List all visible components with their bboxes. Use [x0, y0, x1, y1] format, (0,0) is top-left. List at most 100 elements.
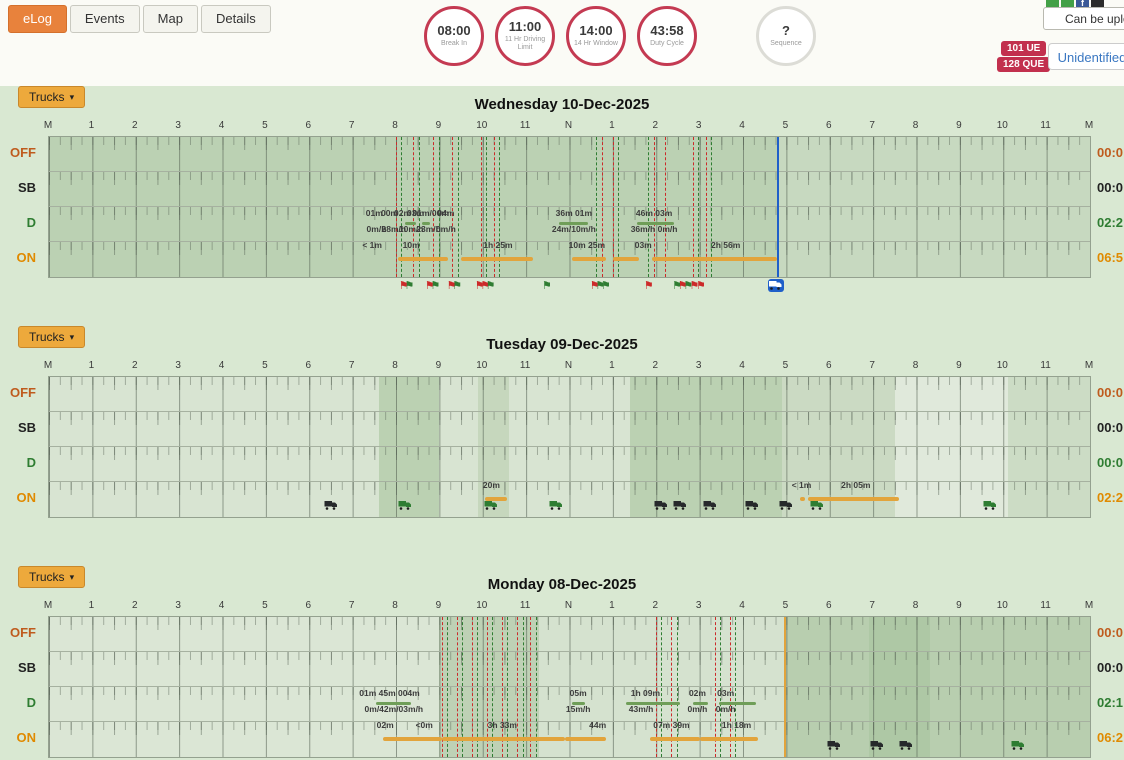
trucks-dropdown[interactable]: Trucks ▾ [18, 86, 86, 108]
event-flag-icon[interactable]: ⚑ [480, 280, 491, 292]
hour-label: M [1084, 600, 1094, 611]
event-boundary-line [664, 137, 666, 277]
truck-event-icon[interactable] [1011, 741, 1025, 750]
duty-status-bar [651, 257, 777, 261]
hour-label: 8 [912, 120, 919, 131]
can-be-upload-button[interactable]: Can be upload [1043, 7, 1124, 30]
truck-event-icon[interactable] [484, 501, 498, 510]
event-flag-icon[interactable]: ⚑ [424, 280, 435, 292]
facebook-icon[interactable]: f [1076, 0, 1089, 9]
truck-event-icon[interactable] [983, 501, 997, 510]
hour-label: 8 [912, 360, 919, 371]
hour-label: 2 [131, 120, 138, 131]
truck-event-icon[interactable] [810, 501, 823, 510]
event-boundary-line [654, 137, 656, 277]
trucks-dropdown[interactable]: Trucks ▾ [18, 326, 86, 348]
trucks-dropdown-label: Trucks [29, 570, 65, 584]
duty-status-bar [636, 222, 675, 225]
duty-total-value: 02:2 [1097, 215, 1124, 230]
duty-row-label: SB [17, 420, 36, 435]
duty-total-value: 06:5 [1097, 250, 1124, 265]
hour-label: 3 [695, 600, 702, 611]
log-grid[interactable]: 20m < 1m 2h 05m [48, 376, 1091, 518]
day-log-wednesday: Trucks ▾ Wednesday 10-Dec-2025 M 1 2 3 4 5 6 7 8… [0, 86, 1124, 326]
log-grid[interactable]: 01m 00m 02m 03m 01m/00m 04m 36m 01m 46m 03m 0m/h… [48, 136, 1091, 278]
hour-label: M [1084, 120, 1094, 131]
hour-label: N [564, 120, 573, 131]
truck-event-icon[interactable] [703, 501, 717, 510]
grid-overlay: 01m 00m 02m 03m 01m/00m 04m 36m 01m 46m 03m 0m/h… [49, 137, 1090, 277]
event-flag-icon[interactable]: ⚑ [595, 280, 606, 292]
event-pin-strip [48, 518, 1089, 538]
current-vehicle-icon[interactable] [767, 279, 784, 292]
truck-event-icon[interactable] [870, 741, 884, 750]
grid-row [49, 412, 1090, 447]
duration-annotation: 07m 39m [653, 720, 690, 730]
event-flag-icon[interactable]: ⚑ [677, 280, 688, 292]
event-flag-icon[interactable]: ⚑ [404, 280, 415, 292]
duty-status-bar [422, 222, 430, 225]
unidentified-link[interactable]: Unidentified [1048, 43, 1124, 70]
event-flag-icon[interactable]: ⚑ [672, 280, 682, 292]
duty-total-value: 02:2 [1097, 490, 1124, 505]
truck-event-icon[interactable] [654, 501, 667, 510]
duration-annotation: <0m [415, 720, 433, 730]
truck-event-icon[interactable] [899, 741, 912, 750]
event-boundary-line [396, 137, 397, 277]
grid-rows [49, 617, 1090, 757]
log-grid[interactable]: 01m 45m 004m 05m 1h 09m 02m 03m 0m/42m/03m/h 1… [48, 616, 1091, 758]
grid-overlay: 20m < 1m 2h 05m [49, 377, 1090, 517]
event-flag-icon[interactable]: ⚑ [430, 280, 441, 292]
duration-annotation: 2h 05m [841, 480, 871, 490]
event-flag-icon[interactable]: ⚑ [683, 280, 694, 292]
hour-label: 11 [1040, 360, 1051, 371]
duration-annotation: 03m [717, 688, 735, 698]
truck-event-icon[interactable] [673, 501, 687, 510]
event-flag-icon[interactable]: ⚑ [600, 280, 611, 292]
duration-annotation: 10m [402, 240, 420, 250]
truck-event-icon[interactable] [324, 501, 337, 510]
chevron-down-icon: ▾ [69, 91, 75, 102]
tab-map[interactable]: Map [142, 5, 198, 33]
duty-cycle-gauge: 43:58 Duty Cycle [637, 6, 697, 66]
event-flag-icon[interactable]: ⚑ [689, 280, 700, 292]
hour-label: 1 [88, 120, 95, 131]
truck-event-icon[interactable] [549, 501, 563, 510]
tab-details[interactable]: Details [200, 5, 271, 33]
event-boundary-line [693, 137, 695, 277]
tab-elog[interactable]: eLog [8, 5, 67, 33]
duration-annotation: 0m/h [687, 704, 708, 714]
ue-count-badge[interactable]: 101 UE [1001, 41, 1047, 56]
truck-event-icon[interactable] [827, 741, 841, 750]
event-flag-icon[interactable]: ⚑ [474, 280, 485, 292]
sequence-gauge: ? Sequence [756, 6, 816, 66]
event-flag-icon[interactable]: ⚑ [446, 280, 457, 292]
event-flag-icon[interactable]: ⚑ [452, 280, 462, 292]
duty-total-value: 06:2 [1097, 730, 1124, 745]
grid-row [49, 137, 1090, 172]
share2-icon[interactable] [1061, 0, 1074, 9]
truck-event-icon[interactable] [779, 501, 793, 510]
event-flag-icon[interactable]: ⚑ [485, 280, 496, 292]
event-flag-icon[interactable]: ⚑ [541, 280, 552, 292]
tab-events[interactable]: Events [69, 5, 140, 33]
hour-label: 3 [175, 360, 181, 371]
event-flag-icon[interactable]: ⚑ [695, 280, 706, 292]
hour-label: 7 [348, 120, 355, 131]
share-icon[interactable] [1046, 0, 1059, 9]
duty-status-bar [649, 737, 700, 741]
duty-status-bar [693, 702, 709, 705]
duration-annotation: 28m/h [381, 224, 407, 234]
more-icon[interactable] [1091, 0, 1104, 9]
driving-limit-label: 11 Hr Driving Limit [504, 35, 546, 51]
hour-label: 2 [131, 600, 138, 611]
event-flag-icon[interactable]: ⚑ [589, 280, 600, 292]
event-flag-icon[interactable]: ⚑ [398, 280, 409, 292]
truck-event-icon[interactable] [398, 501, 411, 510]
event-flag-icon[interactable]: ⚑ [643, 280, 654, 292]
trucks-dropdown[interactable]: Trucks ▾ [18, 566, 86, 588]
duty-status-bar [565, 737, 607, 741]
truck-event-icon[interactable] [745, 501, 758, 510]
hour-label: 9 [956, 600, 962, 611]
que-count-badge[interactable]: 128 QUE [997, 57, 1051, 72]
